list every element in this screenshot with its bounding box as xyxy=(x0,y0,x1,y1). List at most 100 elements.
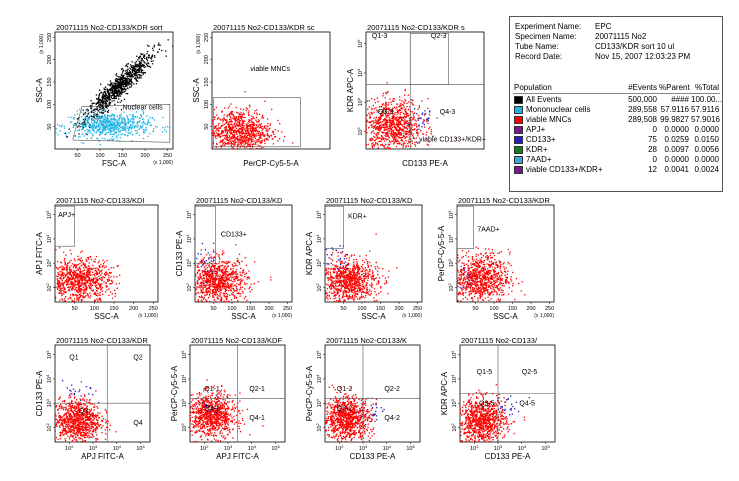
event-dot xyxy=(146,57,148,60)
event-dot xyxy=(382,107,385,109)
event-dot xyxy=(202,279,204,281)
event-dot xyxy=(243,120,245,122)
event-dot xyxy=(89,274,91,276)
event-dot xyxy=(81,275,83,277)
event-dot xyxy=(70,259,72,262)
event-dot xyxy=(104,114,106,116)
event-dot xyxy=(251,127,253,129)
event-dot xyxy=(243,140,245,142)
event-dot xyxy=(88,307,89,308)
event-dot xyxy=(395,145,398,148)
event-dot xyxy=(399,127,401,129)
event-dot xyxy=(126,116,129,118)
event-dot xyxy=(84,122,86,124)
event-dot xyxy=(107,118,109,120)
event-dot xyxy=(71,282,73,284)
event-dot xyxy=(88,286,91,288)
event-dot xyxy=(114,122,116,124)
event-dot xyxy=(260,134,262,136)
event-dot xyxy=(96,137,98,139)
event-dot xyxy=(124,77,126,79)
event-dot xyxy=(111,136,113,138)
event-dot xyxy=(215,135,217,137)
event-dot xyxy=(157,51,159,53)
event-dot xyxy=(232,136,234,138)
event-dot xyxy=(114,289,116,291)
event-dot xyxy=(230,127,232,129)
event-dot xyxy=(212,291,215,293)
event-dot xyxy=(418,128,420,130)
event-dot xyxy=(402,144,405,147)
event-dot xyxy=(98,260,100,262)
event-dot xyxy=(142,64,144,67)
event-dot xyxy=(138,56,141,58)
event-dot xyxy=(249,135,251,137)
event-dot xyxy=(133,83,135,85)
event-dot xyxy=(396,134,398,136)
event-dot xyxy=(161,49,163,52)
event-dot xyxy=(255,143,257,145)
event-dot xyxy=(230,112,232,114)
event-dot xyxy=(193,282,194,283)
event-dot xyxy=(253,129,255,131)
y-tick-label: 50 xyxy=(47,124,53,130)
event-dot xyxy=(106,273,108,275)
event-dot xyxy=(258,148,261,149)
event-dot xyxy=(123,91,125,93)
event-dot xyxy=(258,138,260,141)
event-dot xyxy=(45,279,46,280)
event-dot xyxy=(237,128,240,130)
event-dot xyxy=(84,112,87,114)
event-dot xyxy=(131,140,133,142)
event-dot xyxy=(412,104,414,106)
event-dot xyxy=(91,121,93,123)
event-dot xyxy=(116,94,118,96)
event-dot xyxy=(98,106,101,108)
event-dot xyxy=(61,268,63,270)
event-dot xyxy=(75,279,77,281)
event-dot xyxy=(235,275,237,277)
event-dot xyxy=(197,283,199,285)
event-dot xyxy=(215,279,217,281)
event-dot xyxy=(232,137,234,139)
event-dot xyxy=(213,291,215,294)
event-dot xyxy=(88,123,91,126)
event-dot xyxy=(43,279,44,280)
event-dot xyxy=(75,286,78,289)
event-dot xyxy=(136,72,138,74)
event-dot xyxy=(385,122,388,124)
event-dot xyxy=(424,126,426,128)
event-dot xyxy=(129,79,131,82)
event-dot xyxy=(77,269,79,271)
event-dot xyxy=(96,267,98,269)
event-dot xyxy=(77,259,79,261)
event-dot xyxy=(97,100,100,102)
event-dot xyxy=(232,117,234,119)
event-dot xyxy=(62,299,64,301)
event-dot xyxy=(220,271,223,273)
event-dot xyxy=(115,89,117,91)
event-dot xyxy=(127,129,130,132)
event-dot xyxy=(135,78,137,80)
event-dot xyxy=(371,145,373,147)
event-dot xyxy=(61,298,63,300)
event-dot xyxy=(81,116,83,118)
event-dot xyxy=(245,133,248,135)
event-dot xyxy=(363,115,364,116)
event-dot xyxy=(399,99,401,101)
event-dot xyxy=(78,296,80,298)
event-dot xyxy=(74,122,76,125)
event-dot xyxy=(245,146,247,148)
event-dot xyxy=(237,125,239,128)
event-dot xyxy=(199,273,201,275)
event-dot xyxy=(55,286,57,288)
event-dot xyxy=(89,268,91,270)
event-dot xyxy=(405,100,407,102)
event-dot xyxy=(221,264,224,267)
event-dot xyxy=(59,266,61,268)
event-dot xyxy=(117,265,119,267)
event-dot xyxy=(85,282,87,285)
event-dot xyxy=(253,135,256,137)
event-dot xyxy=(387,138,389,140)
event-dot xyxy=(149,124,151,127)
